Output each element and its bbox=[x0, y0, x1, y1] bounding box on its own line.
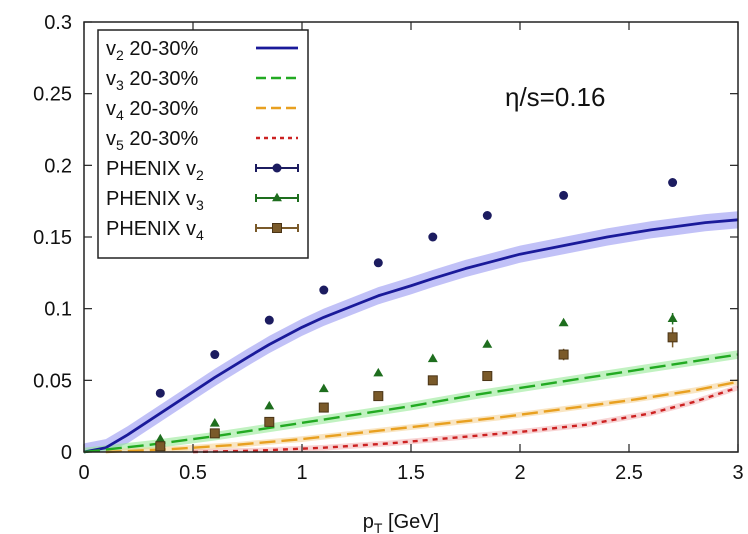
point-ph_v2 bbox=[210, 350, 220, 360]
x-tick-label: 0 bbox=[78, 462, 89, 484]
x-tick-label: 0.5 bbox=[179, 462, 207, 484]
x-tick-label: 3 bbox=[732, 462, 743, 484]
legend: v2 20-30% v3 20-30% v4 20-30% v5 20-30% PHEN… bbox=[97, 29, 309, 259]
point-ph_v2 bbox=[668, 178, 678, 188]
point-ph_v4 bbox=[155, 441, 166, 452]
plot-frame bbox=[83, 21, 739, 453]
x-ticks: 0 0.5 1 1.5 2 2.5 3 bbox=[78, 462, 743, 484]
model-uncertainty-bands bbox=[84, 211, 739, 452]
y-tick-label: 0.25 bbox=[33, 84, 72, 106]
point-ph_v3 bbox=[155, 433, 166, 443]
y-tick-label: 0.1 bbox=[44, 299, 72, 321]
point-ph_v4 bbox=[482, 371, 493, 382]
point-ph_v4 bbox=[373, 391, 384, 402]
point-ph_v3 bbox=[427, 353, 438, 363]
model-curves bbox=[83, 218, 739, 454]
point-ph_v2 bbox=[264, 315, 274, 325]
point-ph_v3 bbox=[558, 317, 569, 327]
y-tick-label: 0.05 bbox=[33, 370, 72, 392]
legend-marker-ph_v3 bbox=[272, 192, 282, 202]
y-ticks: 0 0.05 0.1 0.15 0.2 0.25 0.3 bbox=[33, 12, 72, 464]
point-ph_v2 bbox=[373, 258, 383, 268]
point-ph_v4 bbox=[209, 428, 220, 439]
curve-v3 bbox=[83, 353, 739, 454]
band-v3 bbox=[84, 350, 738, 452]
point-ph_v3 bbox=[373, 367, 384, 377]
x-axis-label: pT [GeV] bbox=[363, 511, 439, 534]
curve-v5 bbox=[192, 386, 739, 454]
point-ph_v2 bbox=[319, 285, 329, 295]
point-ph_v3 bbox=[482, 339, 493, 348]
annotation-eta-over-s: η/s=0.16 bbox=[505, 82, 605, 112]
legend-marker-ph_v2 bbox=[272, 163, 282, 173]
x-tick-label: 1.5 bbox=[397, 462, 425, 484]
point-ph_v3 bbox=[209, 418, 220, 427]
data-points bbox=[155, 178, 678, 452]
point-ph_v2 bbox=[428, 232, 438, 242]
y-tick-label: 0 bbox=[61, 442, 72, 464]
x-tick-label: 2 bbox=[514, 462, 525, 484]
point-ph_v3 bbox=[318, 383, 329, 393]
point-ph_v2 bbox=[155, 388, 165, 398]
point-ph_v4 bbox=[427, 375, 438, 386]
legend-label-v5: v5 20-30% bbox=[106, 128, 199, 153]
legend-box bbox=[97, 29, 309, 259]
legend-label-ph_v3: PHENIX v3 bbox=[106, 188, 204, 213]
point-ph_v4 bbox=[558, 349, 569, 360]
point-ph_v2 bbox=[559, 190, 569, 200]
point-ph_v4 bbox=[667, 332, 678, 343]
band-v2 bbox=[84, 211, 738, 452]
point-ph_v2 bbox=[482, 211, 492, 220]
legend-label-v2: v2 20-30% bbox=[106, 38, 199, 63]
legend-label-v4: v4 20-30% bbox=[106, 98, 199, 123]
point-ph_v3 bbox=[667, 313, 678, 322]
legend-label-ph_v4: PHENIX v4 bbox=[106, 218, 204, 243]
point-ph_v3 bbox=[264, 400, 275, 410]
y-tick-label: 0.15 bbox=[33, 227, 72, 249]
band-v5 bbox=[193, 384, 738, 452]
y-tick-label: 0.2 bbox=[44, 155, 72, 177]
point-ph_v4 bbox=[318, 402, 329, 413]
legend-label-v3: v3 20-30% bbox=[106, 68, 199, 93]
legend-label-ph_v2: PHENIX v2 bbox=[106, 158, 204, 183]
point-ph_v4 bbox=[264, 416, 275, 427]
curve-v2 bbox=[83, 218, 739, 454]
x-tick-label: 1 bbox=[296, 462, 307, 484]
legend-marker-ph_v4 bbox=[272, 223, 282, 233]
x-tick-label: 2.5 bbox=[615, 462, 643, 484]
y-tick-label: 0.3 bbox=[44, 12, 72, 34]
